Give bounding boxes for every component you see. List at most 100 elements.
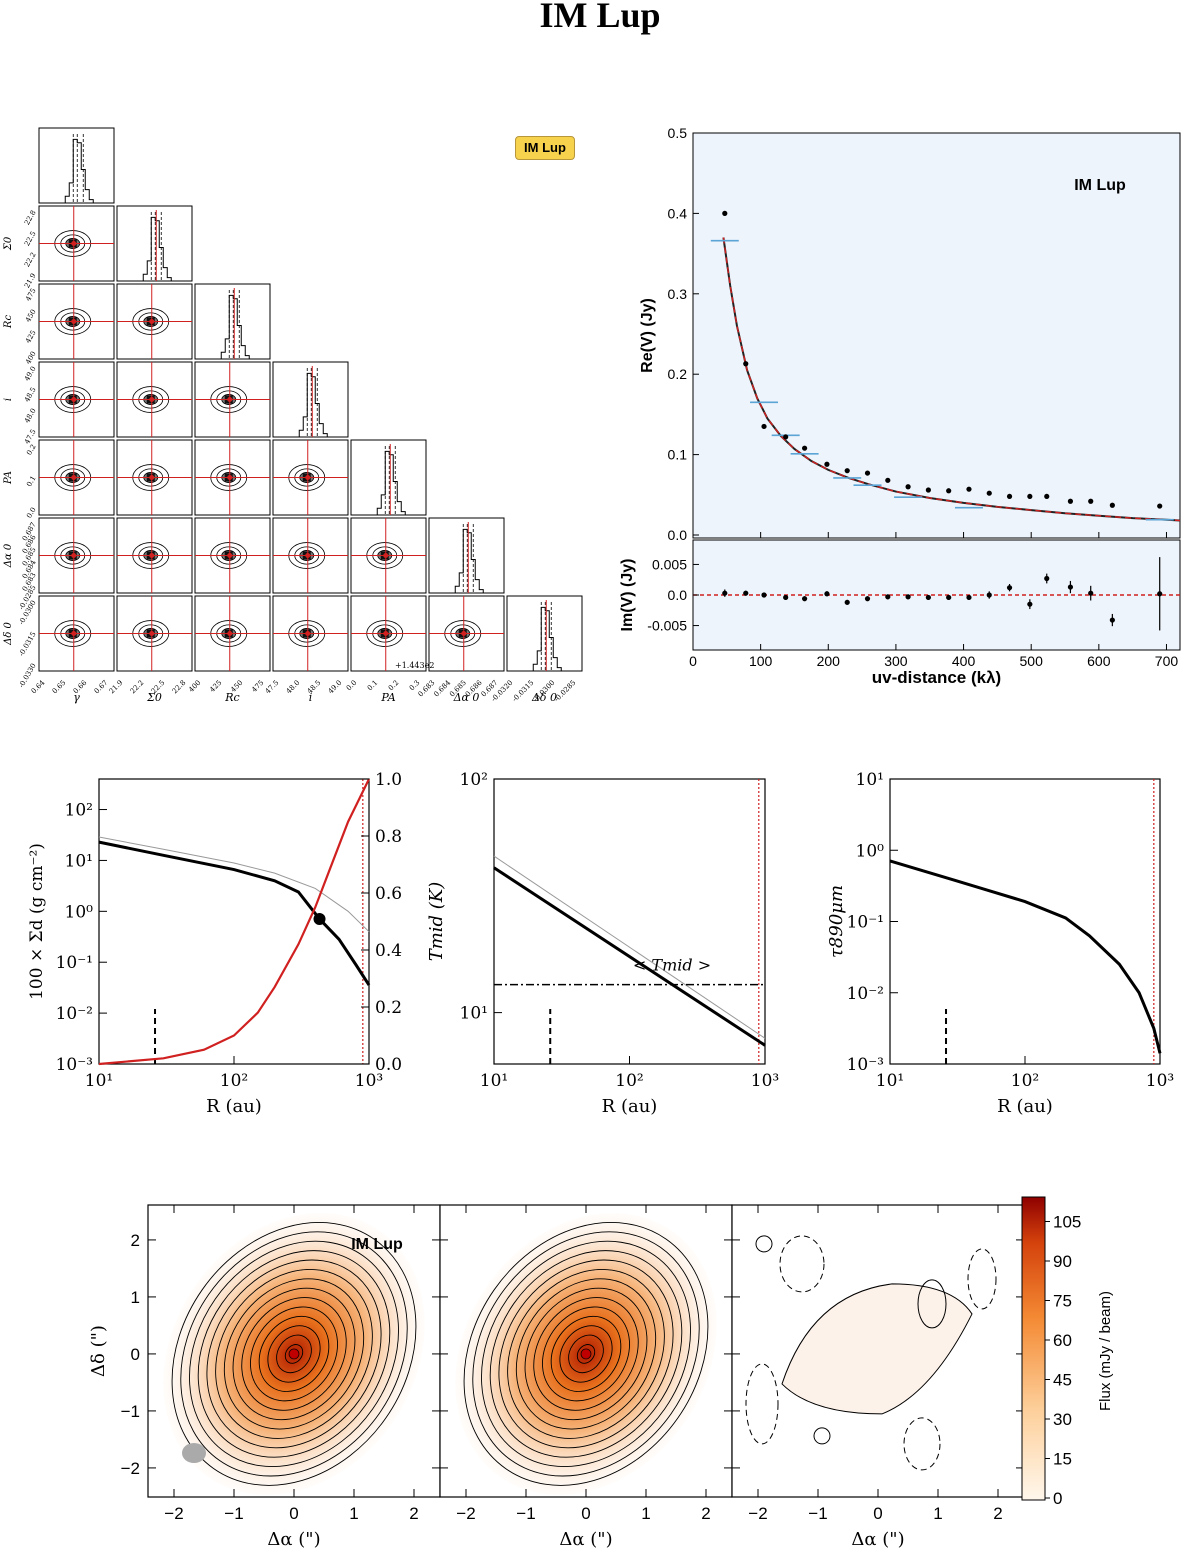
corner-x-tick: 0.683 — [417, 679, 437, 699]
vis-xtick-label: 600 — [1087, 653, 1111, 669]
real-point — [1067, 498, 1074, 504]
real-ytick-label: 0.1 — [668, 447, 688, 463]
corner-truth-point — [227, 553, 233, 558]
sigma-ylabel: 100 × Σd (g cm⁻²) — [27, 843, 47, 1000]
map-peak — [288, 1348, 300, 1360]
map-contour — [463, 1222, 709, 1486]
vis-xtick-label: 200 — [817, 653, 841, 669]
sigma-y2tick-label: 1.0 — [375, 770, 402, 790]
tau-fit — [889, 859, 1162, 1054]
tau-ylabel: τ890μm — [826, 885, 847, 958]
map-ytick-label: 0 — [131, 1345, 140, 1364]
corner-truth-point — [383, 553, 389, 558]
corner-panel — [194, 283, 271, 360]
vis-xtick-label: 0 — [689, 653, 697, 669]
imag-ytick-label: 0.0 — [668, 587, 688, 603]
imag-point — [1157, 591, 1163, 597]
map-ytick-label: 2 — [131, 1231, 140, 1250]
optical-depth-ytick-label: 10¹ — [856, 770, 884, 790]
corner-truth-point — [71, 475, 77, 480]
corner-y-tick: 400 — [24, 350, 38, 366]
imag-point — [905, 594, 911, 600]
map-contour — [250, 1306, 338, 1402]
corner-truth-point — [305, 475, 311, 480]
colorbar-tick-label: 60 — [1053, 1331, 1072, 1350]
map-contour — [258, 1315, 330, 1392]
map-xlabel: Δα (") — [559, 1529, 612, 1550]
corner-x-tick: 0.0 — [345, 679, 359, 693]
corner-truth-point — [461, 631, 467, 636]
corner-truth-point — [149, 475, 155, 480]
corner-truth-point — [305, 553, 311, 558]
residual-negative — [967, 1248, 997, 1310]
corner-x-tick: 48.0 — [285, 679, 302, 696]
map-xtick-label: 1 — [933, 1504, 942, 1523]
midplane-temp-xtick-label: 10³ — [751, 1071, 779, 1091]
imag-point — [1027, 601, 1033, 607]
corner-y-label: i — [3, 398, 14, 401]
corner-x-label: Rc — [224, 691, 239, 704]
colorbar-tick-label: 30 — [1053, 1410, 1072, 1429]
map-contour — [472, 1231, 700, 1477]
map-xtick-label: 1 — [349, 1504, 358, 1523]
real-point — [986, 490, 992, 496]
real-point — [722, 210, 728, 216]
map-contour — [568, 1334, 604, 1374]
corner-x-label: Δδ 0 — [531, 691, 557, 704]
real-point — [966, 486, 972, 492]
imag-point — [1006, 585, 1013, 591]
residual-contour — [755, 1235, 773, 1253]
optical-depth-xtick-label: 10¹ — [876, 1071, 904, 1091]
corner-x-tick: 22.2 — [129, 679, 146, 696]
imag-point — [885, 594, 891, 600]
map-contour — [489, 1250, 683, 1458]
map-contour — [524, 1287, 648, 1421]
optical-depth-xtick-label: 10³ — [1146, 1071, 1174, 1091]
colorbar — [1021, 1196, 1046, 1501]
corner-histogram — [119, 216, 190, 282]
colorbar-tick-label: 105 — [1053, 1213, 1081, 1232]
corner-y-tick: 475 — [24, 287, 38, 303]
corner-y-tick: 49.0 — [23, 365, 38, 383]
midplane-temp-ytick-label: 10² — [460, 770, 488, 790]
real-point — [743, 361, 749, 367]
real-point — [844, 468, 850, 474]
corner-y-tick: -0.0315 — [17, 631, 37, 658]
colorbar-tick-label: 75 — [1053, 1292, 1072, 1311]
corner-x-label: γ — [73, 691, 80, 704]
real-point — [1006, 493, 1013, 500]
map-xtick-label: −2 — [748, 1504, 767, 1523]
imag-point — [864, 596, 871, 602]
corner-truth-point — [383, 631, 389, 636]
corner-panel — [506, 595, 583, 672]
corner-truth-point — [71, 397, 77, 402]
map-contour — [559, 1325, 613, 1383]
corner-y-tick: 22.5 — [23, 230, 38, 248]
residual-negative — [779, 1235, 825, 1293]
corner-truth-point — [71, 631, 77, 636]
real-point — [1109, 502, 1115, 508]
corner-histogram — [41, 138, 112, 204]
corner-y-label: Σ0 — [3, 236, 14, 251]
map-contour — [481, 1240, 691, 1468]
corner-x-label: Σ0 — [146, 691, 162, 704]
surface-density-xlabel: R (au) — [206, 1096, 262, 1117]
imag-point — [743, 590, 749, 596]
map-contour — [284, 1344, 304, 1364]
vis-xtick-label: 100 — [749, 653, 773, 669]
real-point — [925, 487, 931, 493]
corner-offset-label: +1.443e2 — [395, 661, 434, 670]
real-ytick-label: 0.2 — [668, 366, 688, 382]
corner-x-tick: 475 — [250, 679, 265, 694]
map-peak — [580, 1348, 592, 1360]
imag-point — [925, 594, 931, 601]
surface-density-ytick-label: 10² — [65, 801, 93, 821]
real-ylabel: Re(V) (Jy) — [639, 298, 656, 373]
imag-point — [824, 591, 830, 597]
residual-positive — [781, 1283, 973, 1415]
surface-density-xtick-label: 10³ — [355, 1071, 383, 1091]
corner-panel — [350, 439, 427, 516]
optical-depth-frame — [889, 778, 1161, 1065]
residual-negative — [745, 1363, 779, 1445]
map-xtick-label: −1 — [808, 1504, 827, 1523]
